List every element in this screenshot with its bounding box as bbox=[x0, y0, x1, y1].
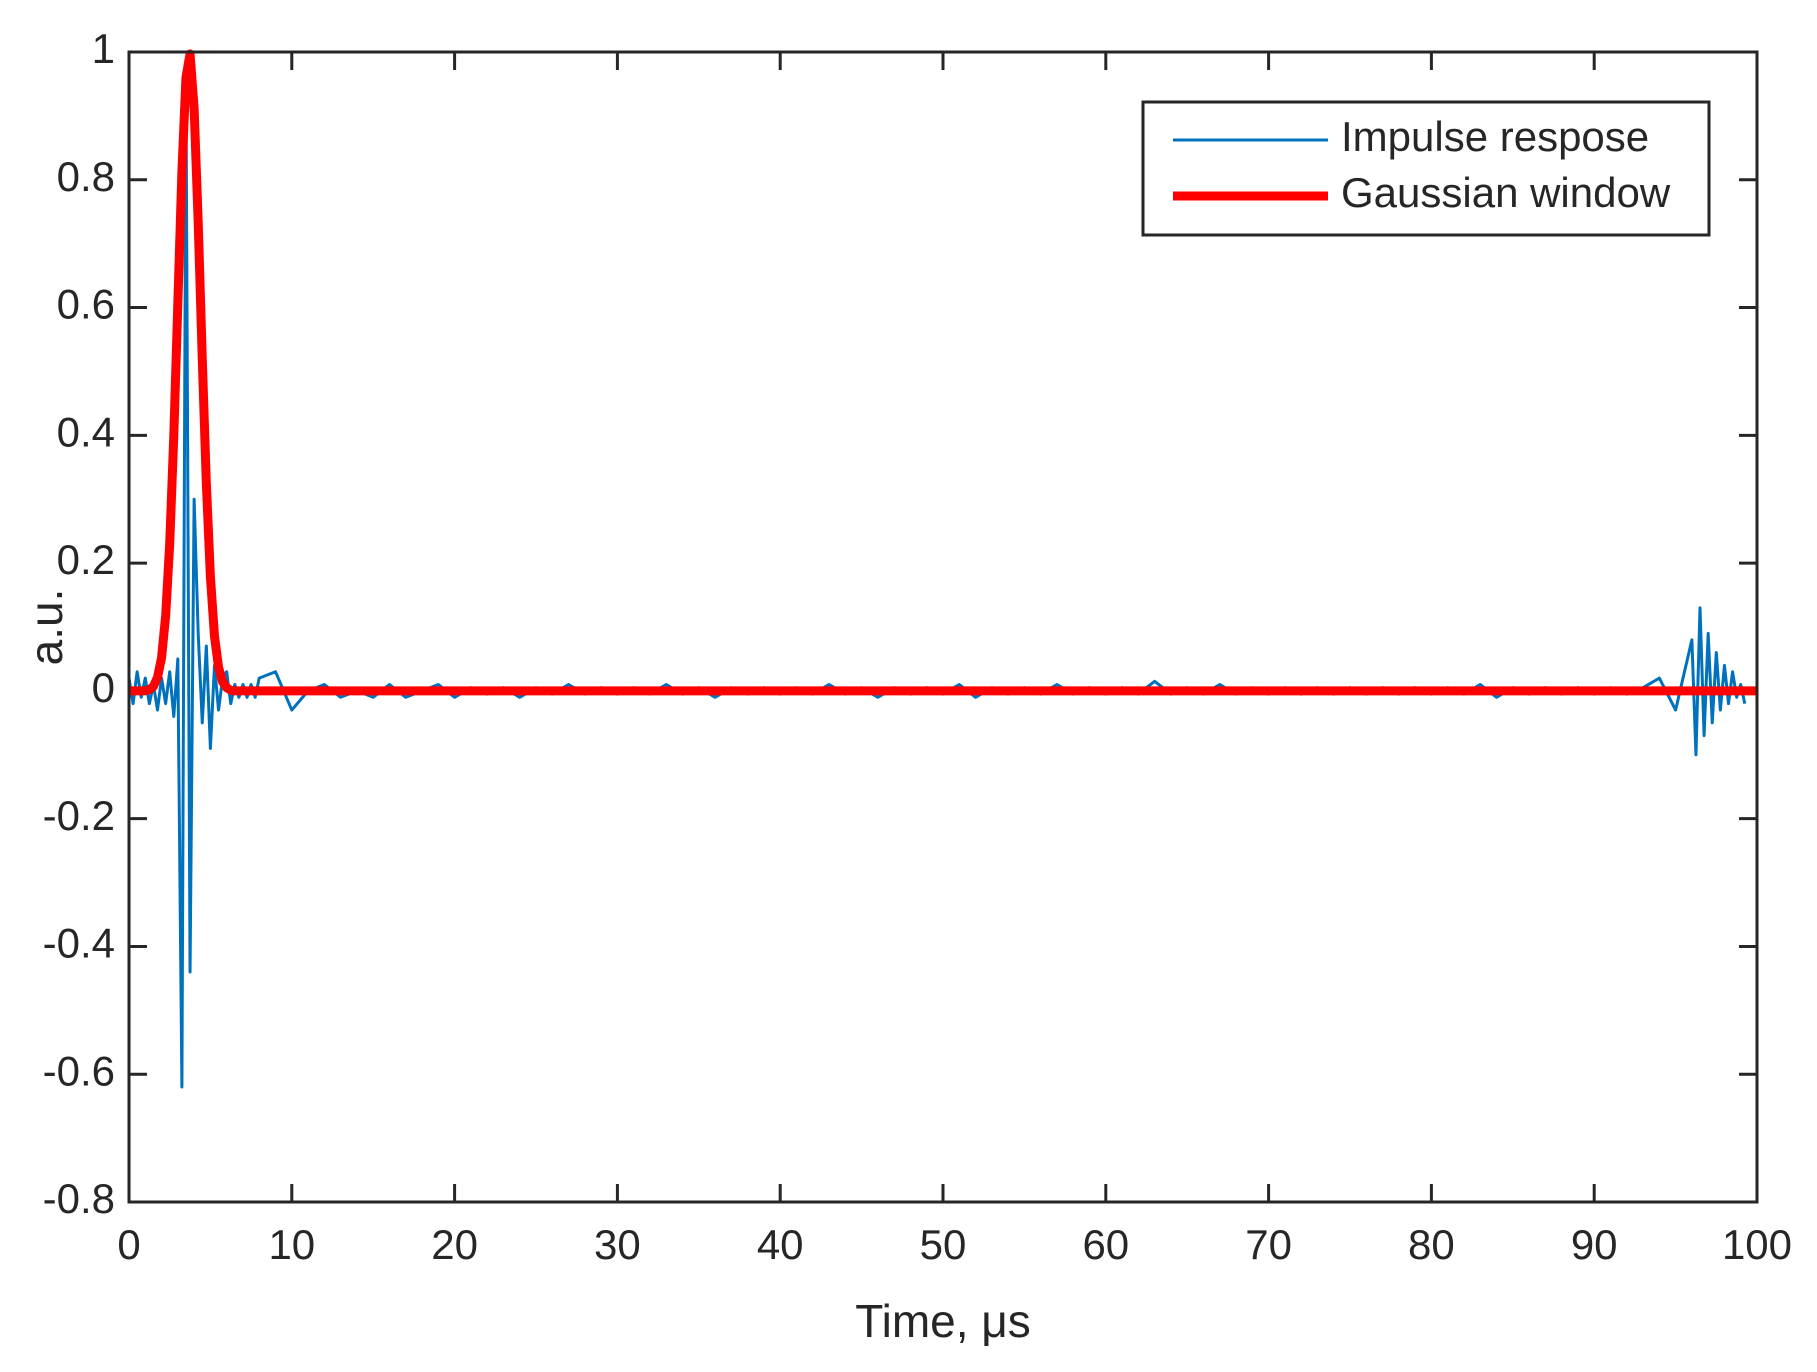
y-tick-label: 0.6 bbox=[57, 281, 115, 328]
legend-label: Gaussian window bbox=[1341, 169, 1671, 216]
x-tick-label: 70 bbox=[1245, 1221, 1292, 1268]
x-tick-label: 30 bbox=[594, 1221, 641, 1268]
y-tick-label: 0.8 bbox=[57, 153, 115, 200]
x-tick-label: 20 bbox=[431, 1221, 478, 1268]
legend: Impulse respose Gaussian window bbox=[1141, 100, 1711, 237]
legend-label: Impulse respose bbox=[1341, 113, 1649, 160]
x-axis-label: Time, μs bbox=[855, 1295, 1031, 1347]
y-axis-label: a.u. bbox=[20, 589, 72, 666]
legend-box bbox=[1141, 100, 1711, 237]
y-tick-label: -0.8 bbox=[43, 1175, 115, 1222]
data-line bbox=[128, 49, 1758, 696]
y-tick-label: 0.4 bbox=[57, 408, 115, 455]
x-tick-label: 60 bbox=[1082, 1221, 1129, 1268]
y-tick-label: -0.4 bbox=[43, 920, 115, 967]
x-tick-label: 90 bbox=[1571, 1221, 1618, 1268]
x-tick-label: 10 bbox=[268, 1221, 315, 1268]
y-tick-label: 1 bbox=[92, 25, 115, 72]
x-tick-label: 0 bbox=[117, 1221, 140, 1268]
y-tick-label: -0.2 bbox=[43, 792, 115, 839]
x-tick-label: 100 bbox=[1722, 1221, 1792, 1268]
y-tick-label: 0 bbox=[92, 664, 115, 711]
x-tick-label: 40 bbox=[757, 1221, 804, 1268]
x-tick-label: 80 bbox=[1408, 1221, 1455, 1268]
plot-frame bbox=[127, 50, 1759, 1204]
y-tick-label: -0.6 bbox=[43, 1047, 115, 1094]
y-tick-label: 0.2 bbox=[57, 536, 115, 583]
x-tick-label: 50 bbox=[920, 1221, 967, 1268]
